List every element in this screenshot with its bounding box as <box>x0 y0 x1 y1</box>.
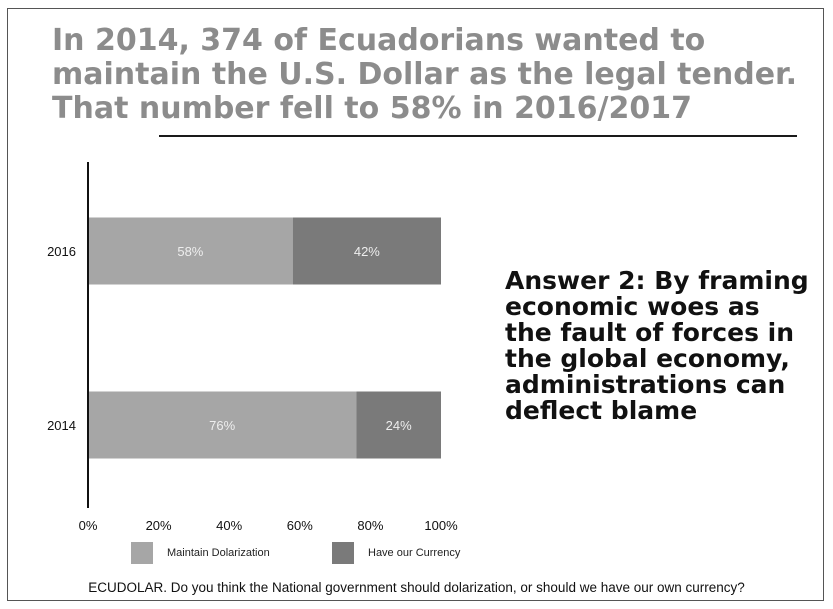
x-tick-label: 0% <box>79 518 98 533</box>
data-label-2014-own-currency: 24% <box>386 418 412 433</box>
x-tick-label: 100% <box>424 518 458 533</box>
data-label-2016-own-currency: 42% <box>354 244 380 259</box>
bar-2014-maintain <box>88 391 357 459</box>
data-label-2014-maintain: 76% <box>209 418 235 433</box>
legend-label-own-currency: Have our Currency <box>368 547 461 559</box>
legend-item-maintain: Maintain Dolarization <box>131 542 270 564</box>
legend-swatch-maintain <box>131 542 153 564</box>
slide-frame <box>7 8 824 601</box>
bar-2016-maintain <box>88 217 293 285</box>
slide-title: In 2014, 374 of Ecuadorians wanted to ma… <box>52 23 797 126</box>
x-tick-label: 80% <box>357 518 383 533</box>
category-label-2016: 2016 <box>47 244 76 259</box>
x-tick-label: 60% <box>287 518 313 533</box>
answer-text: Answer 2: By framing economic woes as th… <box>505 266 809 425</box>
x-tick-label: 20% <box>146 518 172 533</box>
category-label-2014: 2014 <box>47 418 76 433</box>
survey-caption: ECUDOLAR. Do you think the National gove… <box>88 580 745 595</box>
bar-2016-own-currency <box>292 217 441 285</box>
data-label-2016-maintain: 58% <box>177 244 203 259</box>
bar-2014-own-currency <box>356 391 441 459</box>
legend-label-maintain: Maintain Dolarization <box>167 547 270 559</box>
legend-item-own-currency: Have our Currency <box>332 542 460 564</box>
x-tick-label: 40% <box>216 518 242 533</box>
title-underline <box>159 135 797 137</box>
legend-swatch-own-currency <box>332 542 354 564</box>
